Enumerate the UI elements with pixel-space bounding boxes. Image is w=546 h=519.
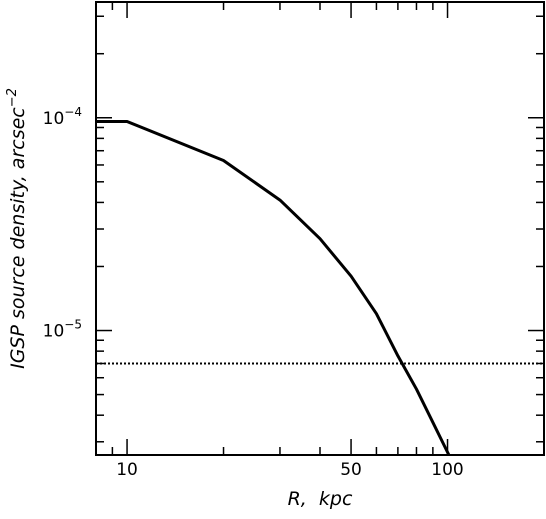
x-tick-label: 100 xyxy=(431,460,463,480)
series-line-solid xyxy=(96,120,451,456)
x-tick-label: 50 xyxy=(340,460,362,480)
y-axis-label-text: IGSP source density, arcsec xyxy=(7,107,29,369)
plot-frame xyxy=(95,1,545,456)
y-tick-exponent: −4 xyxy=(64,105,82,119)
y-axis-label-superscript: −2 xyxy=(5,88,20,107)
y-tick-label: 10−4 xyxy=(43,105,82,129)
y-axis-label: IGSP source density, arcsec−2 xyxy=(5,88,29,369)
y-tick-exponent: −5 xyxy=(64,318,82,332)
y-tick-label: 10−5 xyxy=(43,318,82,342)
x-axis-label: R, kpc xyxy=(288,488,353,510)
y-tick-base: 10 xyxy=(43,322,65,342)
x-tick-label: 10 xyxy=(116,460,138,480)
y-tick-base: 10 xyxy=(43,109,65,129)
